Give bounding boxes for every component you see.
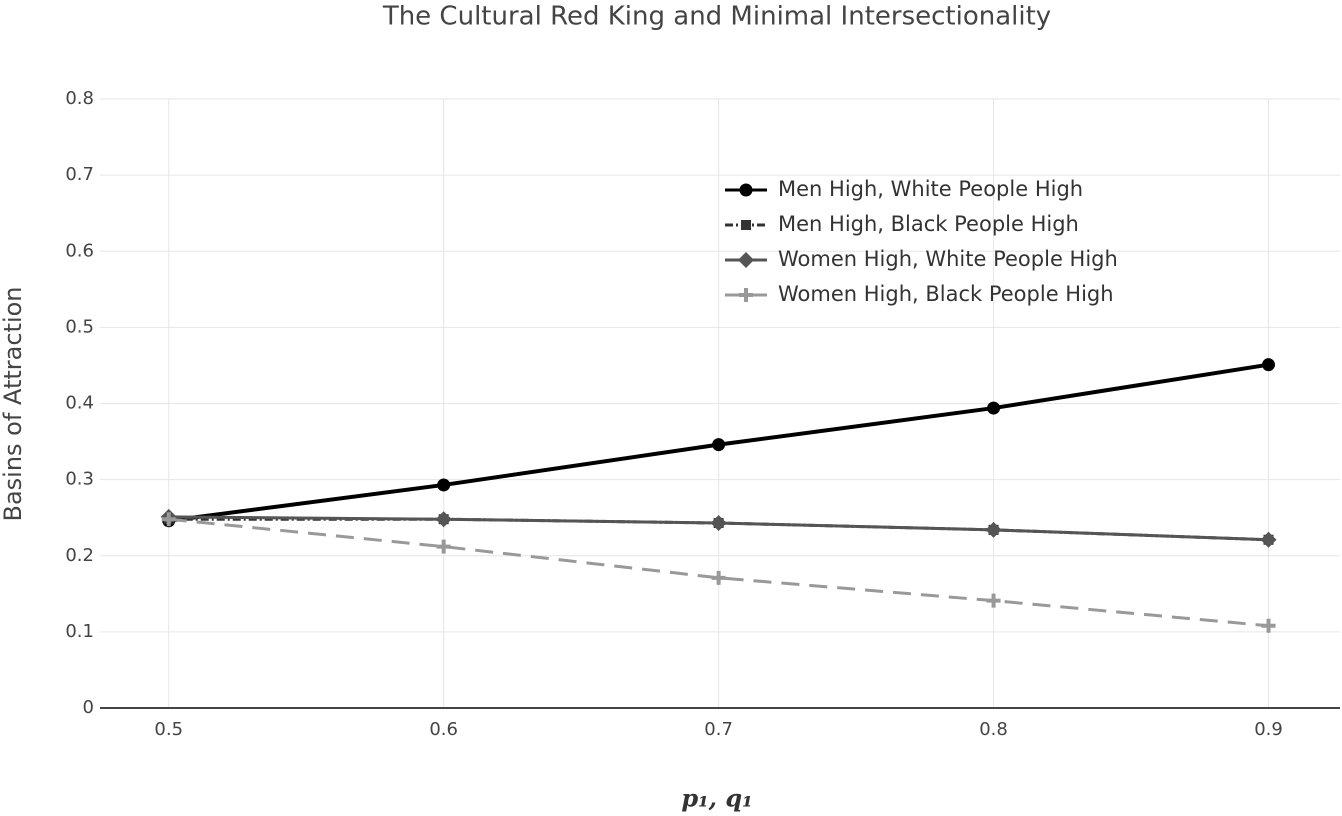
point <box>1260 531 1277 548</box>
y-tick-label: 0 <box>83 697 94 718</box>
legend-label: Men High, White People High <box>778 177 1083 201</box>
x-axis-title: p₁, q₁ <box>681 784 752 813</box>
legend-marker <box>741 220 751 230</box>
chart-title: The Cultural Red King and Minimal Inters… <box>382 2 1051 32</box>
point <box>712 438 726 452</box>
point <box>1262 358 1276 372</box>
y-axis-title: Basins of Attraction <box>0 286 27 521</box>
point <box>436 539 451 554</box>
legend-label: Men High, Black People High <box>778 212 1079 236</box>
y-tick-label: 0.8 <box>65 88 94 109</box>
x-tick-label: 0.8 <box>979 719 1008 740</box>
point <box>1261 618 1276 633</box>
y-tick-label: 0.5 <box>65 316 94 337</box>
point <box>437 478 451 492</box>
legend-marker <box>738 252 754 268</box>
legend-marker <box>739 183 753 197</box>
point <box>710 515 727 532</box>
point <box>985 521 1002 538</box>
point <box>987 401 1001 415</box>
point <box>435 511 452 528</box>
point <box>711 570 726 585</box>
y-tick-label: 0.4 <box>65 393 94 414</box>
y-tick-label: 0.7 <box>65 164 94 185</box>
y-tick-label: 0.1 <box>65 621 94 642</box>
x-tick-label: 0.5 <box>154 719 183 740</box>
y-tick-label: 0.6 <box>65 240 94 261</box>
legend-marker <box>739 288 753 302</box>
legend-label: Women High, Black People High <box>778 282 1114 306</box>
point <box>161 512 176 527</box>
series-line <box>168 517 1269 628</box>
x-tick-label: 0.9 <box>1254 719 1283 740</box>
point <box>986 593 1001 608</box>
y-tick-label: 0.3 <box>65 469 94 490</box>
x-tick-label: 0.7 <box>704 719 733 740</box>
x-tick-label: 0.6 <box>429 719 458 740</box>
legend-label: Women High, White People High <box>778 247 1118 271</box>
y-tick-label: 0.2 <box>65 545 94 566</box>
